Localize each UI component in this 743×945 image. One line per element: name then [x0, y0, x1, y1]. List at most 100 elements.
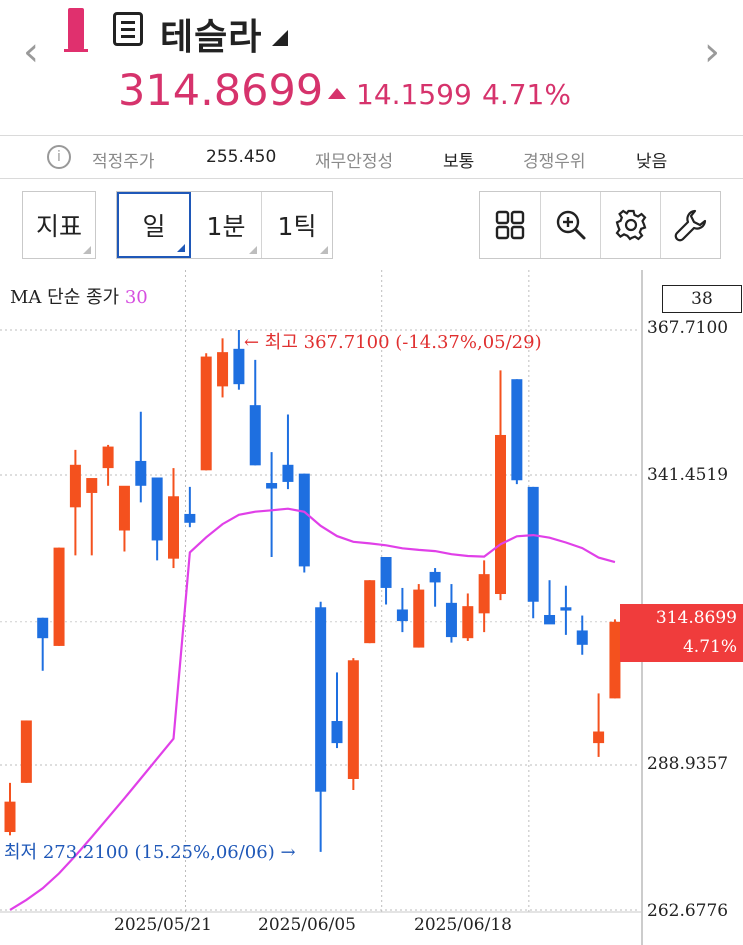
candle-body [200, 356, 212, 471]
candle-body [86, 478, 98, 493]
current-price-tag-price: 314.8699 [655, 608, 737, 628]
candle [347, 658, 359, 791]
candle-body [347, 660, 359, 780]
candle [37, 617, 49, 671]
candle [200, 353, 212, 471]
stock-name[interactable]: 테슬라 [160, 17, 263, 58]
settings-button[interactable] [600, 192, 660, 258]
period-1min-button[interactable]: 1분 [191, 192, 261, 258]
candle-body [527, 486, 539, 602]
candle-body [495, 434, 506, 595]
grid-icon [495, 210, 525, 240]
candle [53, 547, 65, 646]
candle [609, 619, 621, 699]
dropdown-corner-icon [177, 244, 185, 252]
gear-icon [615, 209, 646, 241]
candle [118, 485, 130, 552]
candle [560, 585, 572, 635]
candle [593, 693, 605, 757]
candle-body [282, 464, 294, 482]
candle-body [217, 352, 229, 387]
zoom-in-icon [556, 210, 585, 240]
zoom-button[interactable] [540, 192, 600, 258]
candle [315, 601, 327, 852]
prev-stock-arrow-icon[interactable]: ‹ [23, 29, 39, 75]
candle [298, 473, 310, 573]
period-day-button[interactable]: 일 [117, 192, 191, 258]
candle-body [593, 731, 605, 744]
candle-body [478, 574, 490, 614]
candlestick-chart-svg[interactable] [0, 262, 743, 945]
period-1min-label: 1분 [206, 212, 246, 241]
candle-count-box[interactable]: 38 [662, 285, 742, 313]
price-change-percent: 4.71% [482, 78, 571, 111]
next-stock-arrow-icon[interactable]: › [704, 29, 720, 75]
candle-body [429, 571, 441, 583]
candle [364, 580, 376, 644]
fair-price-label: 적정주가 [92, 152, 155, 172]
candle-body [331, 721, 343, 744]
candle [233, 330, 245, 390]
candle-body [511, 379, 523, 481]
competitive-edge-label: 경쟁우위 [523, 152, 586, 172]
favorite-bookmark-icon[interactable] [64, 8, 88, 52]
candle [135, 411, 147, 503]
candle-body [118, 485, 130, 531]
y-tick-label: 288.9357 [647, 754, 729, 774]
period-1tick-label: 1틱 [277, 212, 317, 241]
candle-body [380, 557, 392, 588]
period-1tick-button[interactable]: 1틱 [261, 192, 332, 258]
candle-body [609, 621, 621, 699]
tools-button[interactable] [660, 192, 720, 258]
candle [429, 568, 441, 607]
stock-select-caret-icon[interactable] [272, 30, 288, 46]
ma-legend-period: 30 [124, 287, 148, 308]
candle [151, 477, 163, 561]
candle-body [298, 473, 310, 567]
x-tick-label: 2025/06/05 [258, 915, 356, 935]
layout-grid-button[interactable] [480, 192, 540, 258]
financial-stability-label: 재무안정성 [315, 152, 394, 172]
candle [69, 449, 81, 556]
candle-body [20, 720, 32, 783]
candle-body [315, 607, 327, 792]
candle [544, 580, 556, 625]
candle-body [445, 602, 457, 638]
candle [331, 672, 343, 749]
info-icon[interactable]: i [47, 145, 71, 169]
price-chart[interactable] [0, 262, 743, 945]
candle-body [413, 589, 425, 648]
candle [20, 720, 32, 783]
candle-body [576, 630, 588, 645]
period-group: 일 1분 1틱 [116, 191, 333, 259]
y-tick-label: 341.4519 [647, 465, 729, 485]
candle [576, 615, 588, 655]
ma-legend[interactable]: MA 단순 종가 30 [10, 283, 148, 309]
candle-body [396, 609, 408, 622]
candle [4, 782, 16, 836]
candle-body [69, 464, 81, 508]
dropdown-corner-icon [249, 246, 257, 254]
current-price-tag-pct: 4.71% [682, 637, 737, 657]
candle [413, 584, 425, 648]
price-change: 14.1599 [356, 78, 472, 111]
dropdown-corner-icon [320, 246, 328, 254]
indicator-group: 지표 [22, 191, 96, 259]
candle [527, 486, 539, 619]
candle-body [37, 617, 49, 639]
wrench-icon [674, 209, 706, 242]
stock-header: ‹ 테슬라 314.8699 14.1599 4.71% › [0, 0, 743, 135]
current-price-tag: 314.8699 4.71% [620, 604, 743, 662]
candle [217, 338, 229, 398]
candle [511, 379, 523, 485]
candle [462, 593, 474, 641]
indicator-button[interactable]: 지표 [23, 192, 95, 258]
y-tick-label: 262.6776 [647, 901, 729, 921]
ma-legend-label: MA 단순 종가 [10, 287, 120, 308]
candle-body [53, 547, 65, 646]
high-annotation: ← 최고 367.7100 (-14.37%,05/29) [244, 332, 542, 353]
candle-body [151, 477, 163, 541]
stock-info-document-icon[interactable] [113, 12, 143, 46]
candles-layer [4, 330, 621, 852]
period-day-label: 일 [142, 212, 166, 241]
